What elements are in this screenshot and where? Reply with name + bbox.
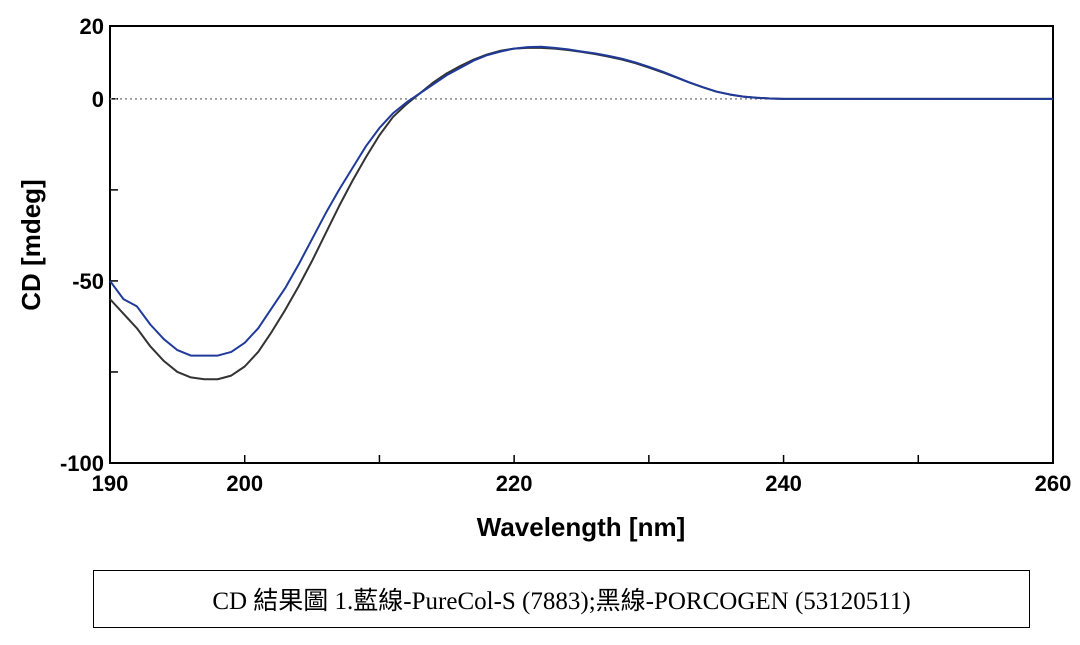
figure-caption-box: CD 結果圖 1.藍線-PureCol-S (7883);黑線-PORCOGEN… <box>93 570 1030 628</box>
x-axis-title: Wavelength [nm] <box>477 512 685 542</box>
y-tick-label: -100 <box>60 451 104 476</box>
y-tick-label: -50 <box>72 269 104 294</box>
x-tick-label: 220 <box>496 471 533 496</box>
series-line-2 <box>109 46 1053 381</box>
y-tick-label: 0 <box>92 87 104 112</box>
series-layer <box>109 45 1053 381</box>
x-tick-label: 240 <box>765 471 802 496</box>
x-tick-label: 260 <box>1035 471 1072 496</box>
series-line-1 <box>109 45 1053 357</box>
plot-frame <box>109 25 1054 464</box>
x-tick-label: 190 <box>92 471 129 496</box>
x-tick-label: 200 <box>226 471 263 496</box>
y-axis-title: CD [mdeg] <box>16 179 46 310</box>
y-tick-label: 20 <box>80 14 104 39</box>
figure-caption: CD 結果圖 1.藍線-PureCol-S (7883);黑線-PORCOGEN… <box>212 588 911 615</box>
